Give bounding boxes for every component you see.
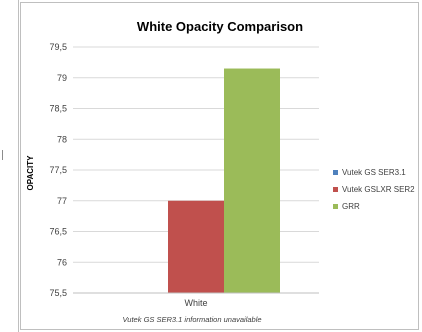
y-tick-label: 78 [57,134,67,144]
x-tick-label: White [184,298,207,308]
y-tick-label: 77,5 [49,165,67,175]
legend-swatch [333,204,338,209]
adjacent-panel-mark [2,150,7,160]
y-tick-label: 79,5 [49,42,67,52]
y-tick-label: 75,5 [49,288,67,298]
bar-vutek-gslxr-ser2 [168,200,224,293]
chart-title: White Opacity Comparison [137,19,303,34]
y-tick-label: 76,5 [49,227,67,237]
chart-area: White Opacity Comparison 75,5 76 76,5 77 77,… [20,2,419,330]
y-axis-title: OPACITY [26,155,35,191]
gridlines [73,46,319,294]
bar-grr [224,68,280,294]
chart-note: Vutek GS SER3.1 information unavailable [122,315,261,324]
x-axis-ticks: White [73,292,319,308]
opacity-chart: White Opacity Comparison 75,5 76 76,5 77 77,… [26,19,415,324]
legend-label: GRR [342,202,360,211]
y-tick-label: 78,5 [49,104,67,114]
y-tick-label: 77 [57,196,67,206]
legend-swatch [333,187,338,192]
adjacent-panel-edge [0,0,19,332]
legend: Vutek GS SER3.1 Vutek GSLXR SER2 GRR [333,168,415,211]
y-tick-label: 76 [57,257,67,267]
y-tick-label: 79 [57,73,67,83]
legend-label: Vutek GS SER3.1 [342,168,406,177]
legend-label: Vutek GSLXR SER2 [342,185,415,194]
y-axis-ticks: 75,5 76 76,5 77 77,5 78 78,5 79 79,5 [49,42,67,298]
bars [168,68,280,294]
legend-swatch [333,170,338,175]
